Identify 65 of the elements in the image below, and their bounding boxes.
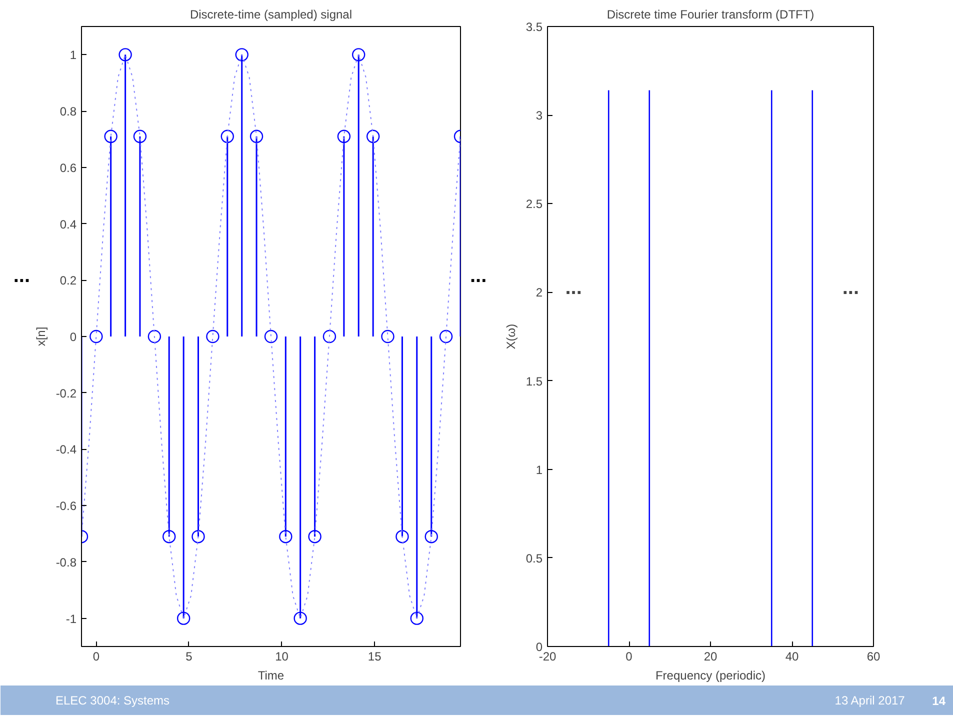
point	[366, 130, 380, 143]
y-tick-label: 0.4	[60, 217, 77, 232]
y-tick-label: -0.2	[56, 386, 77, 400]
point	[133, 130, 147, 143]
y-tick-label: -0.4	[56, 442, 77, 457]
x-axis-title: Frequency (periodic)	[655, 668, 766, 682]
y-tick-label: 0	[70, 330, 77, 344]
line-series	[82, 54, 460, 619]
point	[396, 530, 409, 544]
x-tick-label: 0	[92, 650, 100, 664]
point	[235, 48, 248, 62]
point	[322, 330, 336, 344]
annotation: ...	[565, 276, 582, 299]
y-tick-label: -1	[66, 612, 77, 626]
point	[352, 48, 366, 62]
y-tick-label: 1	[70, 48, 77, 62]
point	[192, 530, 205, 544]
point	[337, 130, 351, 143]
point	[250, 130, 264, 143]
chart-title: Discrete time Fourier transform (DTFT)	[606, 8, 814, 22]
y-axis-title: x[n]	[34, 326, 48, 346]
y-tick-label: 3.5	[526, 20, 543, 34]
text: 13 April 2017	[834, 694, 906, 708]
y-tick-label: -0.8	[56, 555, 77, 570]
point	[381, 330, 394, 344]
x-tick-label: 0	[626, 650, 633, 664]
point	[410, 612, 424, 625]
y-tick-label: 1.5	[526, 374, 543, 388]
y-tick-label: 2.5	[526, 197, 543, 212]
x-tick-label: 40	[785, 650, 799, 664]
point	[176, 612, 190, 625]
y-tick-label: 0.8	[60, 104, 77, 119]
point	[279, 530, 292, 544]
text: ...	[13, 264, 30, 289]
point	[294, 612, 307, 625]
point	[424, 530, 438, 544]
y-tick-label: 0.5	[526, 551, 543, 566]
point	[90, 330, 103, 344]
chart-title: Discrete-time (sampled) signal	[190, 8, 352, 22]
y-tick-label: 1	[536, 462, 543, 477]
point	[206, 330, 220, 344]
point	[104, 130, 118, 143]
point	[308, 530, 322, 544]
y-tick-label: 0.6	[60, 160, 77, 175]
point	[439, 330, 453, 344]
y-tick-label: -0.6	[56, 499, 77, 514]
text: ELEC 3004: Systems	[56, 694, 170, 708]
y-axis-title: X(ω)	[504, 324, 518, 350]
y-tick-label: 3	[536, 108, 543, 123]
point	[148, 330, 162, 344]
point	[118, 48, 132, 62]
x-tick-label: 10	[275, 650, 289, 664]
x-tick-label: 20	[704, 650, 718, 664]
x-tick-label: 60	[866, 650, 880, 664]
point	[220, 130, 234, 143]
x-axis-title: Time	[258, 668, 284, 682]
text: 14	[932, 694, 946, 708]
y-tick-label: 0.2	[60, 274, 77, 288]
x-tick-label: 15	[368, 650, 382, 664]
point	[264, 330, 278, 344]
point	[162, 530, 176, 544]
text: ...	[470, 264, 487, 289]
x-tick-label: 5	[186, 650, 193, 664]
annotation: ...	[842, 276, 860, 299]
y-tick-label: 2	[536, 286, 543, 300]
